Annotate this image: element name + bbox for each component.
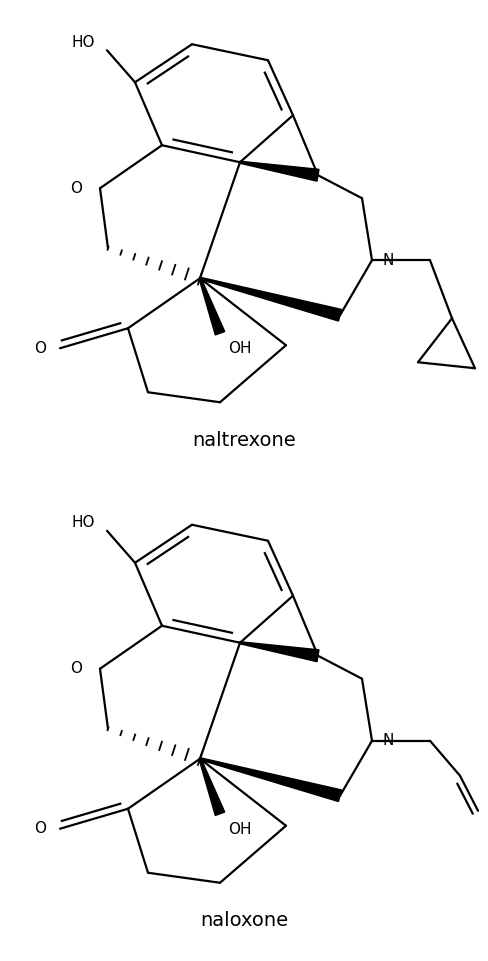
Text: O: O [70, 661, 82, 677]
Polygon shape [200, 278, 342, 321]
Polygon shape [240, 161, 319, 182]
Text: O: O [70, 181, 82, 196]
Text: naloxone: naloxone [200, 911, 288, 930]
Text: OH: OH [228, 822, 251, 837]
Polygon shape [200, 758, 342, 801]
Text: O: O [34, 341, 46, 356]
Text: OH: OH [228, 341, 251, 357]
Polygon shape [199, 278, 224, 335]
Polygon shape [240, 642, 319, 662]
Text: HO: HO [72, 35, 95, 50]
Text: HO: HO [72, 515, 95, 530]
Text: naltrexone: naltrexone [192, 431, 296, 450]
Text: N: N [382, 253, 393, 268]
Text: O: O [34, 822, 46, 836]
Text: N: N [382, 733, 393, 749]
Polygon shape [199, 758, 224, 816]
